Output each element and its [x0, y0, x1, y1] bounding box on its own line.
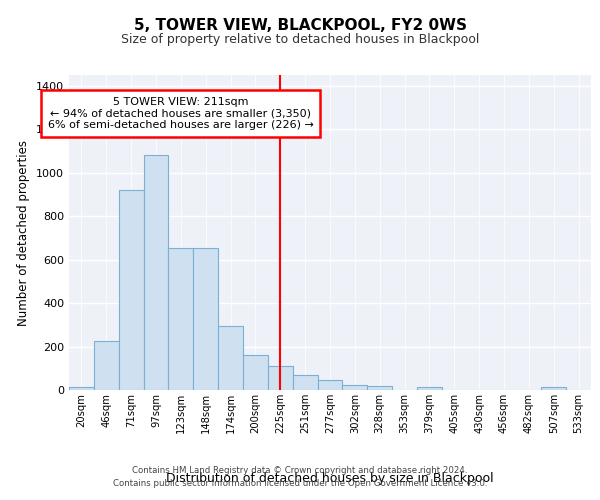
Text: 5, TOWER VIEW, BLACKPOOL, FY2 0WS: 5, TOWER VIEW, BLACKPOOL, FY2 0WS: [133, 18, 467, 32]
Bar: [119, 190, 143, 390]
Bar: [143, 156, 169, 390]
Bar: [193, 248, 218, 390]
Bar: [218, 326, 243, 390]
X-axis label: Distribution of detached houses by size in Blackpool: Distribution of detached houses by size …: [166, 472, 494, 485]
Bar: [293, 375, 317, 390]
Bar: [268, 366, 293, 390]
Bar: [243, 355, 268, 390]
Text: 5 TOWER VIEW: 211sqm
← 94% of detached houses are smaller (3,350)
6% of semi-det: 5 TOWER VIEW: 211sqm ← 94% of detached h…: [48, 96, 314, 130]
Bar: [367, 386, 392, 390]
Y-axis label: Number of detached properties: Number of detached properties: [17, 140, 31, 326]
Bar: [94, 341, 119, 390]
Bar: [541, 386, 566, 390]
Bar: [169, 248, 193, 390]
Text: Size of property relative to detached houses in Blackpool: Size of property relative to detached ho…: [121, 32, 479, 46]
Bar: [343, 384, 367, 390]
Bar: [417, 386, 442, 390]
Bar: [69, 386, 94, 390]
Text: Contains HM Land Registry data © Crown copyright and database right 2024.
Contai: Contains HM Land Registry data © Crown c…: [113, 466, 487, 487]
Bar: [317, 380, 343, 390]
